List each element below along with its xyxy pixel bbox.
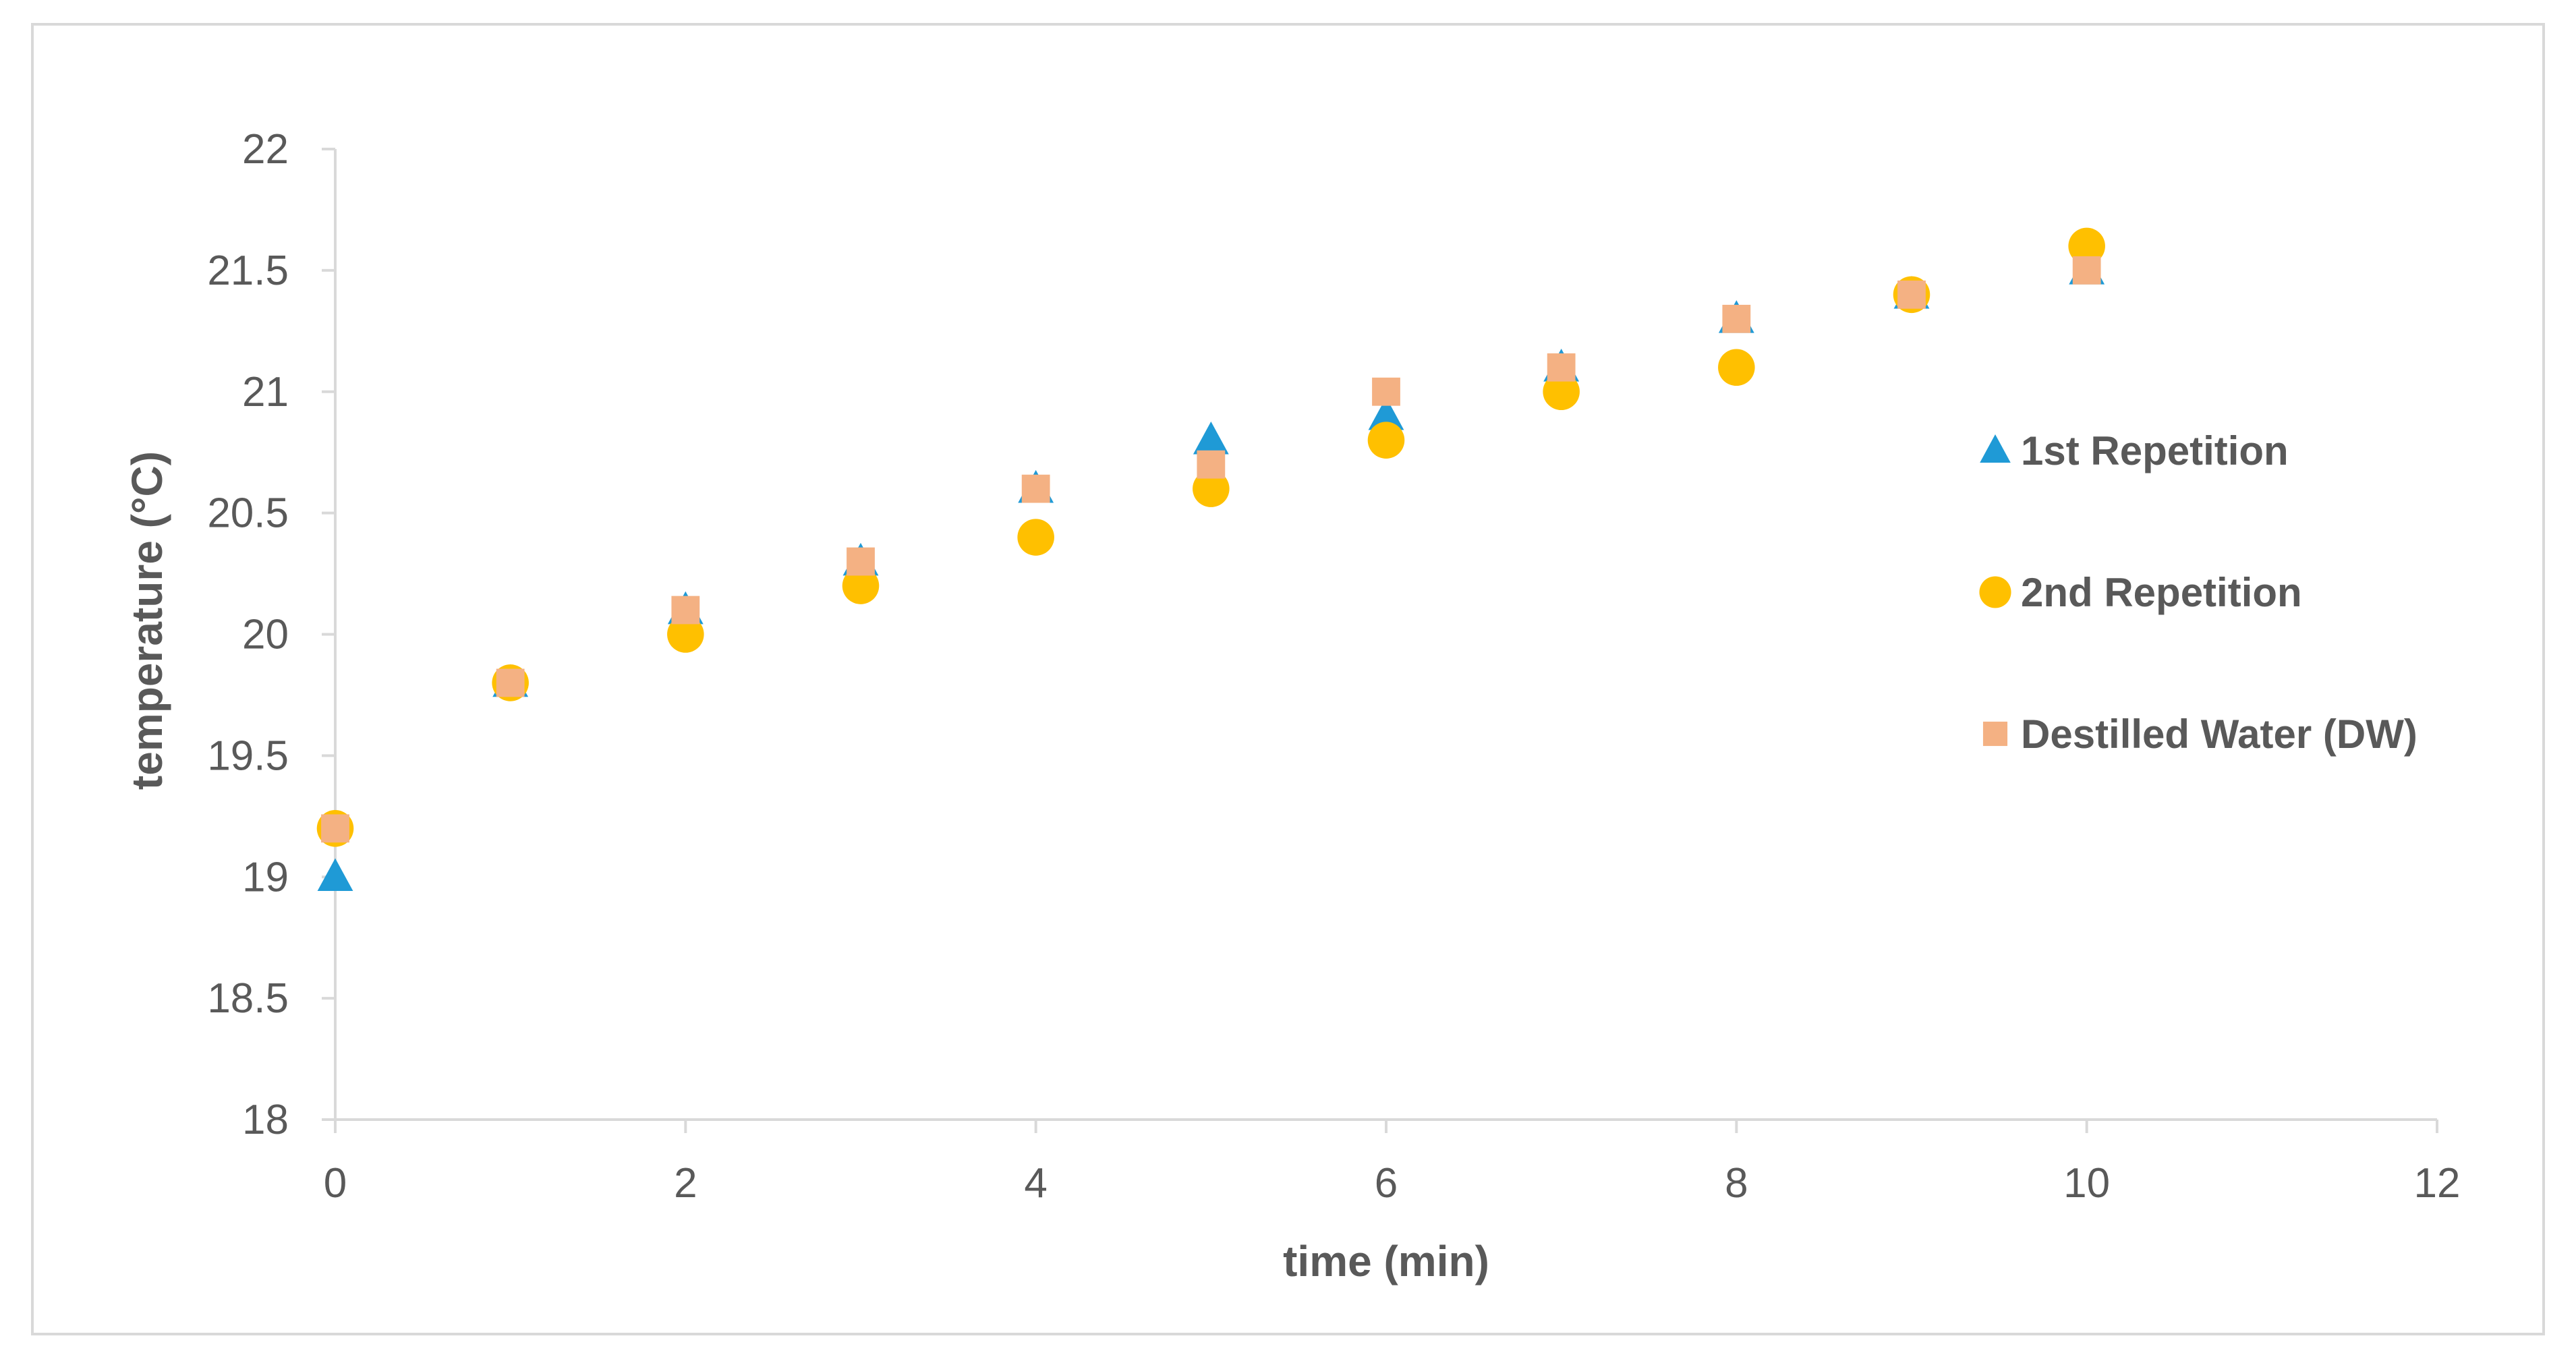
data-point-square	[847, 547, 875, 576]
y-tick-label: 18.5	[207, 975, 289, 1022]
data-point-square	[1021, 474, 1050, 503]
y-tick-label: 18	[242, 1097, 289, 1143]
data-point-triangle	[317, 858, 353, 892]
data-point-square	[321, 814, 349, 843]
legend-item: Destilled Water (DW)	[1982, 712, 2417, 757]
data-point-square	[1722, 304, 1751, 333]
y-tick-label: 20	[242, 612, 289, 658]
legend-marker-square	[1982, 721, 2008, 747]
data-point-triangle	[1368, 397, 1404, 430]
data-point-square	[1547, 353, 1576, 382]
y-tick-label: 21	[242, 369, 289, 415]
x-tick-label: 6	[1375, 1160, 1398, 1207]
x-tick-label: 2	[674, 1160, 697, 1207]
legend-marker-triangle	[1980, 434, 2011, 463]
data-point-square	[496, 668, 525, 697]
series-triangle	[317, 252, 2105, 892]
data-point-circle	[1017, 519, 1054, 556]
y-axis-ticks: 18 18.5 19 19.5 20 20.5 21 21.5 22	[207, 126, 335, 1143]
data-point-circle	[667, 616, 704, 653]
x-tick-label: 4	[1024, 1160, 1047, 1207]
data-point-square	[1197, 450, 1226, 479]
data-marks	[316, 227, 2105, 892]
data-point-circle	[1718, 349, 1755, 386]
series-square	[321, 256, 2101, 843]
axes	[334, 149, 2437, 1121]
legend-label: 1st Repetition	[2021, 428, 2289, 473]
x-tick-label: 8	[1725, 1160, 1748, 1207]
y-tick-label: 21.5	[207, 248, 289, 294]
legend-marker-circle	[1979, 576, 2011, 608]
x-axis-ticks: 0 2 4 6 8 10 12	[324, 1120, 2461, 1207]
data-point-square	[2072, 256, 2101, 285]
data-point-circle	[1543, 373, 1580, 411]
data-point-triangle	[1193, 421, 1229, 455]
legend-label: 2nd Repetition	[2021, 570, 2302, 615]
x-tick-label: 10	[2063, 1160, 2110, 1207]
y-tick-label: 20.5	[207, 490, 289, 537]
data-point-circle	[842, 567, 880, 604]
data-point-circle	[1193, 470, 1230, 507]
y-tick-label: 22	[242, 126, 289, 173]
legend: 1st Repetition 2nd Repetition Destilled Wa…	[1979, 428, 2417, 757]
x-axis-title: time (min)	[1283, 1237, 1489, 1286]
data-point-square	[671, 596, 700, 625]
legend-item: 2nd Repetition	[1979, 570, 2302, 615]
data-point-square	[1372, 377, 1400, 406]
data-point-square	[1897, 280, 1926, 309]
x-tick-label: 0	[324, 1160, 347, 1207]
y-tick-label: 19	[242, 854, 289, 900]
series-circle	[316, 227, 2105, 847]
legend-label: Destilled Water (DW)	[2021, 712, 2417, 757]
x-tick-label: 12	[2414, 1160, 2461, 1207]
data-point-circle	[1367, 422, 1405, 459]
legend-item: 1st Repetition	[1980, 428, 2289, 473]
chart-frame	[31, 23, 2545, 1335]
data-point-circle	[2068, 227, 2105, 265]
y-tick-label: 19.5	[207, 732, 289, 779]
y-axis-title: temperature (°C)	[123, 451, 171, 790]
